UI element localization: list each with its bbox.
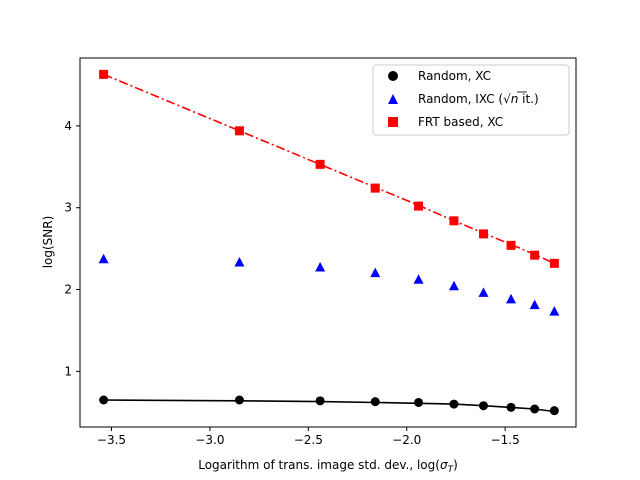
plot-frame	[79, 57, 577, 428]
x-axis-label: Logarithm of trans. image std. dev., log…	[198, 458, 458, 475]
y-tick-label: 2	[64, 283, 72, 297]
legend-label-frt-xc: FRT based, XC	[418, 115, 503, 129]
legend-marker-frt-xc	[388, 117, 398, 127]
data-point-random-xc	[506, 402, 516, 412]
data-point-frt-xc	[370, 183, 380, 193]
data-point-random-ixc	[315, 261, 326, 272]
data-point-random-xc	[530, 404, 540, 414]
data-point-random-ixc	[413, 274, 424, 284]
y-axis-ticks: 1 2 3 4	[64, 119, 80, 378]
x-tick-label: −3.0	[195, 433, 224, 447]
legend-box	[372, 64, 570, 136]
data-point-frt-xc	[478, 229, 488, 239]
data-point-frt-xc	[414, 201, 424, 211]
y-axis-label: log(SNR)	[41, 216, 55, 269]
data-point-random-ixc	[478, 287, 489, 297]
x-axis-ticks: −3.5 −3.0 −2.5 −2.0 −1.5	[97, 427, 520, 447]
data-point-random-ixc	[448, 280, 459, 291]
data-point-random-xc	[99, 395, 109, 405]
legend-marker-random-ixc	[388, 94, 398, 104]
x-tick-label: −2.5	[294, 433, 323, 447]
x-tick-label: −1.5	[491, 433, 520, 447]
data-point-frt-xc	[449, 216, 459, 226]
data-point-random-ixc	[98, 253, 109, 264]
data-point-random-xc	[414, 397, 424, 407]
x-tick-label: −3.5	[97, 433, 126, 447]
fit-line-square	[103, 73, 555, 265]
fit-lines	[103, 73, 555, 413]
y-tick-label: 1	[64, 364, 72, 378]
y-tick-label: 4	[64, 119, 72, 133]
data-point-random-xc	[478, 401, 488, 411]
data-point-frt-xc	[530, 250, 540, 260]
x-tick-label: −2.0	[392, 433, 421, 447]
fit-line-circle	[103, 399, 555, 413]
data-point-random-ixc	[234, 257, 245, 267]
data-point-random-xc	[234, 395, 244, 405]
data-point-random-ixc	[370, 267, 381, 278]
data-point-frt-xc	[99, 69, 109, 79]
data-markers	[98, 69, 560, 416]
data-point-random-ixc	[549, 306, 560, 316]
data-point-frt-xc	[234, 126, 244, 136]
data-point-random-ixc	[506, 293, 517, 304]
data-point-frt-xc	[315, 159, 325, 169]
data-point-frt-xc	[549, 258, 559, 268]
y-tick-label: 3	[64, 201, 72, 215]
data-point-random-ixc	[529, 299, 540, 310]
legend-label-random-ixc: Random, IXC (√n it.)	[418, 92, 539, 106]
data-point-random-xc	[370, 397, 380, 407]
legend: Random, XC Random, IXC (√n it.) FRT base…	[372, 64, 570, 136]
data-point-frt-xc	[506, 240, 516, 250]
data-point-random-xc	[549, 406, 559, 416]
data-point-random-xc	[315, 396, 325, 406]
data-point-random-xc	[449, 399, 459, 409]
legend-label-random-xc: Random, XC	[418, 69, 491, 83]
legend-marker-random-xc	[388, 71, 398, 81]
